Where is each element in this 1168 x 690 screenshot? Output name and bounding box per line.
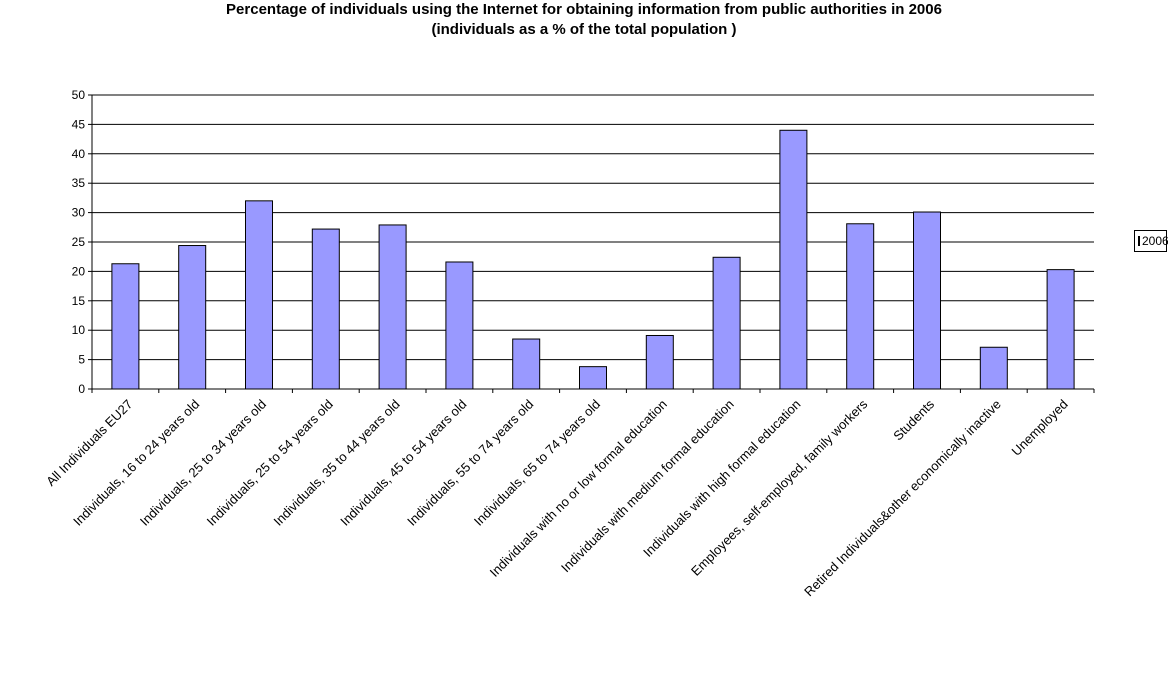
x-tick-label: Individuals, 25 to 54 years old — [204, 397, 336, 529]
bar — [645, 334, 674, 390]
x-tick-label: Individuals, 35 to 44 years old — [270, 397, 402, 529]
bar — [979, 346, 1008, 390]
bar — [111, 263, 140, 390]
y-tick-label: 0 — [78, 382, 85, 396]
bar — [913, 211, 941, 390]
legend-label: 2006 — [1142, 234, 1168, 248]
x-tick-label: Individuals, 16 to 24 years old — [70, 397, 202, 529]
y-tick-label: 45 — [72, 117, 86, 131]
y-tick-label: 5 — [78, 353, 85, 367]
bars — [111, 129, 1075, 390]
legend: 2006 — [1134, 230, 1168, 252]
y-tick-label: 20 — [72, 264, 86, 278]
bar — [311, 228, 340, 390]
y-tick-label: 10 — [72, 323, 86, 337]
chart-title: Percentage of individuals using the Inte… — [226, 1, 942, 18]
x-tick-label: Individuals, 55 to 74 years old — [404, 397, 536, 529]
x-tick-label: Individuals, 65 to 74 years old — [471, 397, 603, 529]
bar — [712, 256, 741, 390]
y-tick-label: 15 — [72, 294, 86, 308]
bar — [846, 223, 875, 390]
bar — [245, 200, 273, 390]
x-tick-label: Unemployed — [1008, 397, 1070, 459]
bar — [378, 224, 407, 390]
x-tick-label: Individuals, 45 to 54 years old — [337, 397, 469, 529]
chart-subtitle: (individuals as a % of the total populat… — [431, 21, 737, 38]
legend-swatch — [1138, 236, 1140, 246]
bar — [178, 245, 207, 390]
bar — [579, 366, 607, 390]
x-tick-label: Students — [890, 396, 937, 443]
bar — [779, 129, 808, 390]
y-tick-label: 30 — [72, 206, 86, 220]
y-tick-label: 40 — [72, 147, 86, 161]
y-tick-label: 50 — [72, 88, 86, 102]
y-tick-label: 35 — [72, 176, 86, 190]
y-tick-label: 25 — [72, 235, 86, 249]
bar — [445, 261, 474, 390]
bar — [1046, 269, 1075, 390]
bar — [512, 338, 541, 390]
y-tick-labels: 0 5 10 15 20 25 30 35 40 45 50 — [72, 88, 86, 396]
axes — [88, 94, 1095, 393]
x-tick-label: Individuals, 25 to 34 years old — [137, 397, 269, 529]
gridlines — [92, 94, 1094, 361]
